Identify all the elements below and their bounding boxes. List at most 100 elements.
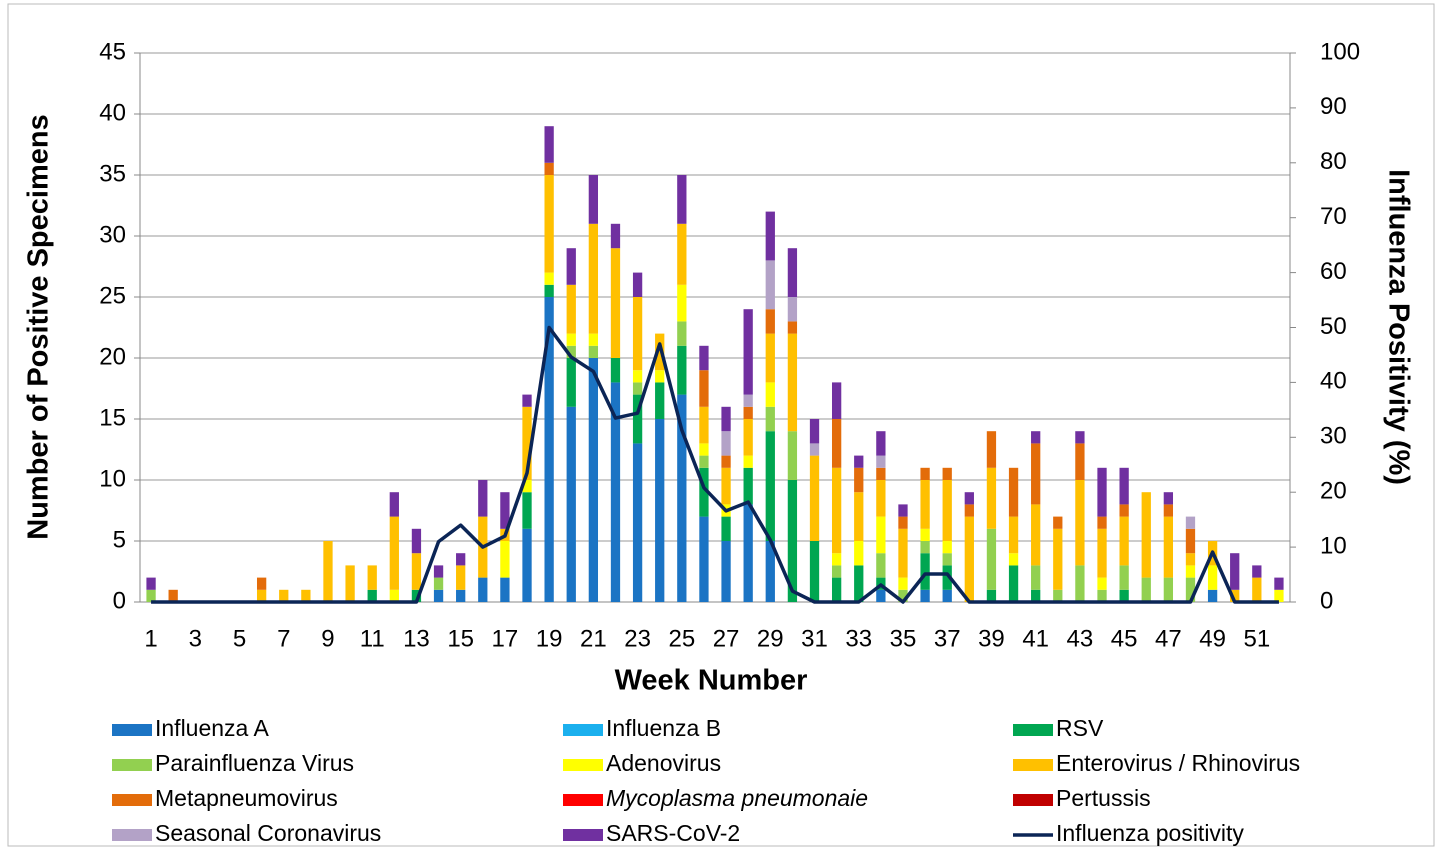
bar-segment (743, 467, 753, 505)
legend-swatch (563, 794, 603, 806)
bar-segment (831, 553, 842, 566)
bar-segment (1230, 589, 1240, 602)
bar-segment (1163, 577, 1174, 602)
y2-tick-label: 80 (1320, 148, 1347, 175)
legend-swatch (112, 794, 152, 806)
bar-segment (920, 480, 930, 529)
bar-segment (986, 528, 997, 590)
bar-segment (522, 406, 532, 480)
legend-label: Influenza positivity (1056, 820, 1244, 846)
bar-segment (964, 492, 974, 505)
bar-segment (1031, 431, 1041, 444)
bar-segment (942, 589, 952, 602)
bar-segment (699, 406, 709, 444)
bar-segment (743, 394, 753, 407)
x-tick-label: 31 (801, 625, 828, 652)
bar-segment (544, 126, 554, 163)
legend-label: Enterovirus / Rhinovirus (1056, 750, 1300, 776)
bar-segment (942, 467, 952, 480)
legend-label: RSV (1056, 715, 1104, 741)
bar-segment (721, 406, 731, 432)
bar-segment (1031, 565, 1041, 590)
x-tick-label: 47 (1155, 625, 1182, 652)
bar-segment (1119, 516, 1129, 566)
legend-label: Pertussis (1056, 785, 1151, 811)
bar-segment (831, 382, 842, 419)
bar-segment (1097, 528, 1107, 578)
bar-segment (433, 565, 444, 578)
bar-segment (1163, 516, 1174, 578)
bar-segment (809, 443, 820, 456)
bar-segment (1230, 553, 1240, 590)
x-tick-label: 21 (580, 625, 607, 652)
bar-segment (1053, 516, 1063, 529)
bar-segment (632, 394, 643, 444)
bar-segment (787, 431, 798, 480)
y-tick-label: 15 (99, 404, 126, 431)
bar-segment (632, 382, 643, 395)
bar-segment (699, 516, 709, 602)
bar-segment (146, 589, 156, 602)
bar-segment (765, 541, 775, 602)
bar-segment (920, 528, 930, 541)
bar-segment (544, 162, 554, 175)
bar-segment (964, 504, 974, 517)
bar-segment (876, 553, 886, 578)
y-tick-label: 35 (99, 160, 126, 187)
bar-segment (323, 541, 333, 602)
bar-segment (1185, 565, 1196, 578)
bar-segment (1075, 431, 1085, 444)
bar-segment (1031, 589, 1041, 602)
x-tick-label: 9 (321, 625, 334, 652)
bar-segment (699, 467, 709, 517)
bar-segment (1008, 467, 1019, 517)
y-tick-label: 45 (99, 38, 126, 65)
y2-tick-label: 20 (1320, 478, 1347, 505)
x-tick-label: 49 (1199, 625, 1226, 652)
bar-segment (1097, 589, 1107, 602)
bar-segment (1075, 443, 1085, 480)
bar-segment (433, 577, 444, 590)
bar-segment (588, 345, 599, 358)
x-tick-label: 27 (713, 625, 740, 652)
legend-swatch (563, 829, 603, 841)
bar-segment (544, 284, 554, 297)
bar-segment (566, 406, 576, 602)
x-tick-label: 13 (403, 625, 430, 652)
bar-segment (765, 260, 775, 310)
bar-segment (544, 297, 554, 602)
bar-segment (743, 309, 753, 395)
y2-tick-label: 30 (1320, 423, 1347, 450)
bar-segment (721, 541, 731, 602)
bar-segment (256, 577, 267, 590)
bar-segment (522, 492, 532, 529)
legend-label: Influenza A (155, 715, 269, 741)
x-tick-label: 41 (1022, 625, 1049, 652)
y-tick-label: 10 (99, 465, 126, 492)
bar-segment (677, 394, 687, 602)
bar-segment (721, 516, 731, 541)
x-tick-label: 45 (1111, 625, 1138, 652)
bar-segment (1163, 492, 1174, 505)
bar-segment (765, 309, 775, 334)
bar-segment (876, 589, 886, 602)
bar-segment (1252, 577, 1262, 602)
bar-segment (544, 272, 554, 285)
x-tick-label: 25 (668, 625, 695, 652)
bar-segment (411, 589, 422, 602)
bar-segment (301, 589, 311, 602)
bar-segment (1119, 504, 1129, 517)
bar-segment (1075, 480, 1085, 566)
y-tick-label: 20 (99, 343, 126, 370)
bar-segment (389, 492, 399, 517)
y2-axis-title: Influenza Positivity (%) (1382, 169, 1414, 485)
legend-label: Influenza B (606, 715, 721, 741)
bar-segment (699, 443, 709, 456)
bar-segment (655, 419, 665, 602)
bar-segment (699, 345, 709, 371)
y2-tick-label: 90 (1320, 93, 1347, 120)
bar-segment (920, 541, 930, 554)
bar-segment (522, 528, 532, 602)
bar-segment (1274, 589, 1284, 602)
bar-segment (964, 516, 974, 602)
